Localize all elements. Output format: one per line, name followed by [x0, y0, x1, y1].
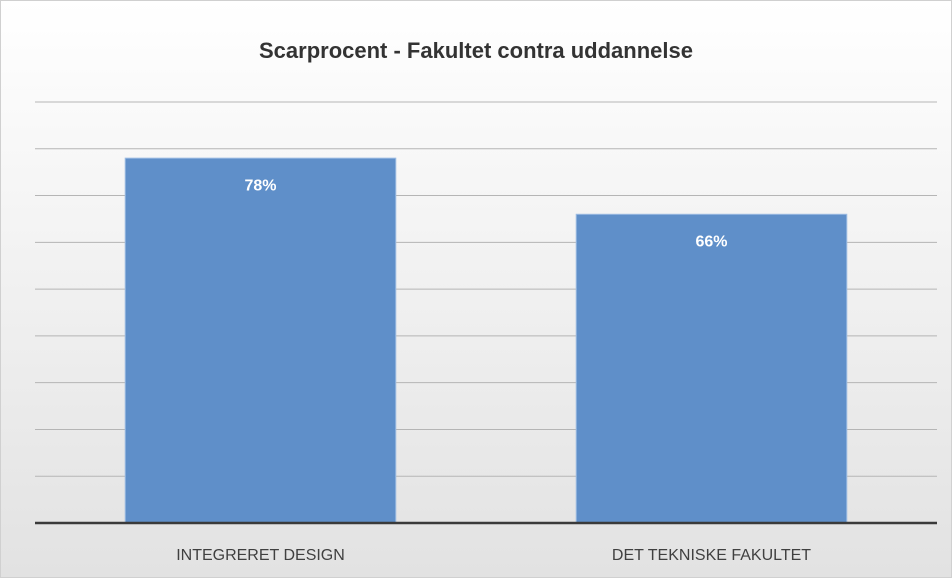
- bar: [575, 213, 848, 524]
- value-label: 66%: [695, 233, 727, 250]
- x-tick-label: INTEGRERET DESIGN: [176, 547, 345, 564]
- x-tick-label: DET TEKNISKE FAKULTET: [612, 547, 811, 564]
- value-label: 78%: [244, 177, 276, 194]
- chart-title: Scarprocent - Fakultet contra uddannelse: [259, 38, 693, 63]
- bar: [124, 157, 397, 524]
